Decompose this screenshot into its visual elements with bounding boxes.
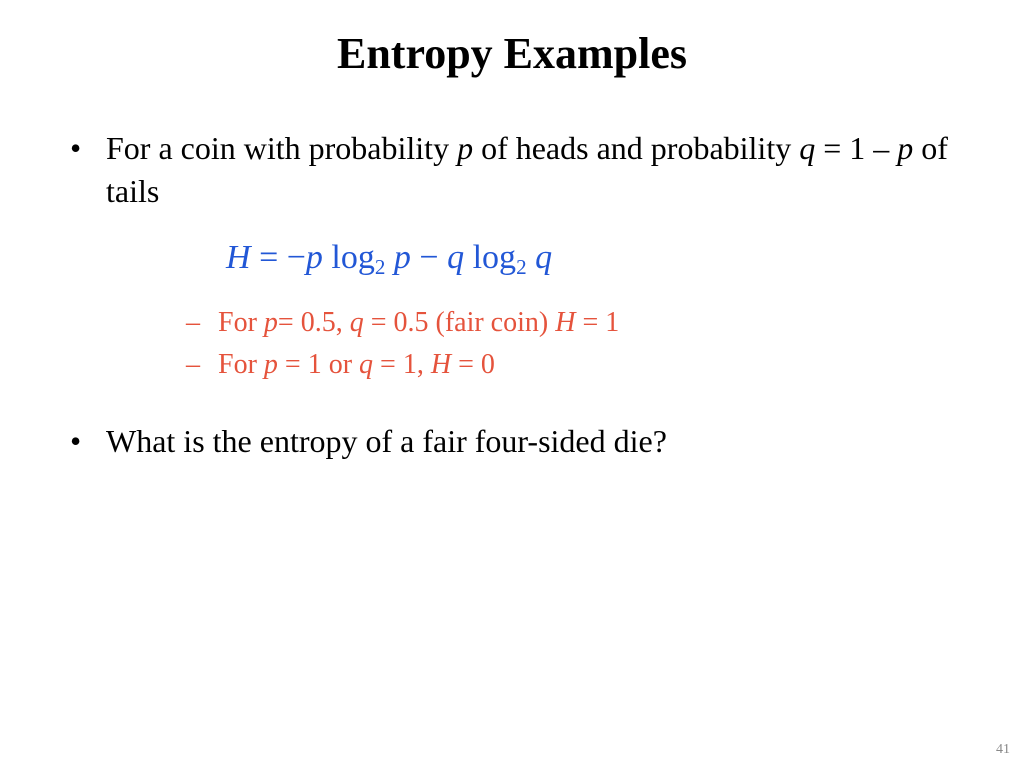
bullet-die-question: What is the entropy of a fair four-sided… [66,420,964,463]
e1-v1: p [264,307,278,338]
f-minus: − [411,239,447,276]
e2-pre: For [218,349,264,380]
f-q2: q [535,239,552,276]
f-log2: log [464,239,516,276]
example-list: For p= 0.5, q = 0.5 (fair coin) H = 1 Fo… [186,302,964,386]
f-H: H [226,239,251,276]
e1-v2: q [350,307,364,338]
f-sp1 [385,239,394,276]
slide-title: Entropy Examples [60,28,964,79]
f-eq: = − [251,239,306,276]
b1-var-q: q [799,130,815,166]
example-fair-coin: For p= 0.5, q = 0.5 (fair coin) H = 1 [186,302,964,344]
e1-pre: For [218,307,264,338]
b1-eqpart: = 1 – [815,130,897,166]
f-log1-sub: 2 [375,255,386,279]
entropy-formula: H = −p log2 p − q log2 q [226,235,964,281]
bullet-coin: For a coin with probability p of heads a… [66,127,964,386]
e2-t2: = 1, [373,349,431,380]
f-p2: p [394,239,411,276]
e1-v3: H [555,307,575,338]
f-q1: q [447,239,464,276]
e1-t3: = 1 [575,307,619,338]
page-number: 41 [996,742,1010,758]
e1-t2: = 0.5 (fair coin) [364,307,556,338]
b1-var-p: p [457,130,473,166]
f-sp2 [527,239,536,276]
b1-var-p2: p [897,130,913,166]
e2-v2: q [359,349,373,380]
e2-v3: H [431,349,451,380]
slide: Entropy Examples For a coin with probabi… [0,0,1024,768]
f-log2-sub: 2 [516,255,527,279]
e2-t1: = 1 or [278,349,359,380]
f-log1: log [323,239,375,276]
f-p1: p [306,239,323,276]
bullet-list: For a coin with probability p of heads a… [66,127,964,463]
b1-mid1: of heads and probability [473,130,799,166]
e2-v1: p [264,349,278,380]
b1-pre: For a coin with probability [106,130,457,166]
e2-t3: = 0 [451,349,495,380]
e1-t1: = 0.5, [278,307,350,338]
example-certain: For p = 1 or q = 1, H = 0 [186,344,964,386]
